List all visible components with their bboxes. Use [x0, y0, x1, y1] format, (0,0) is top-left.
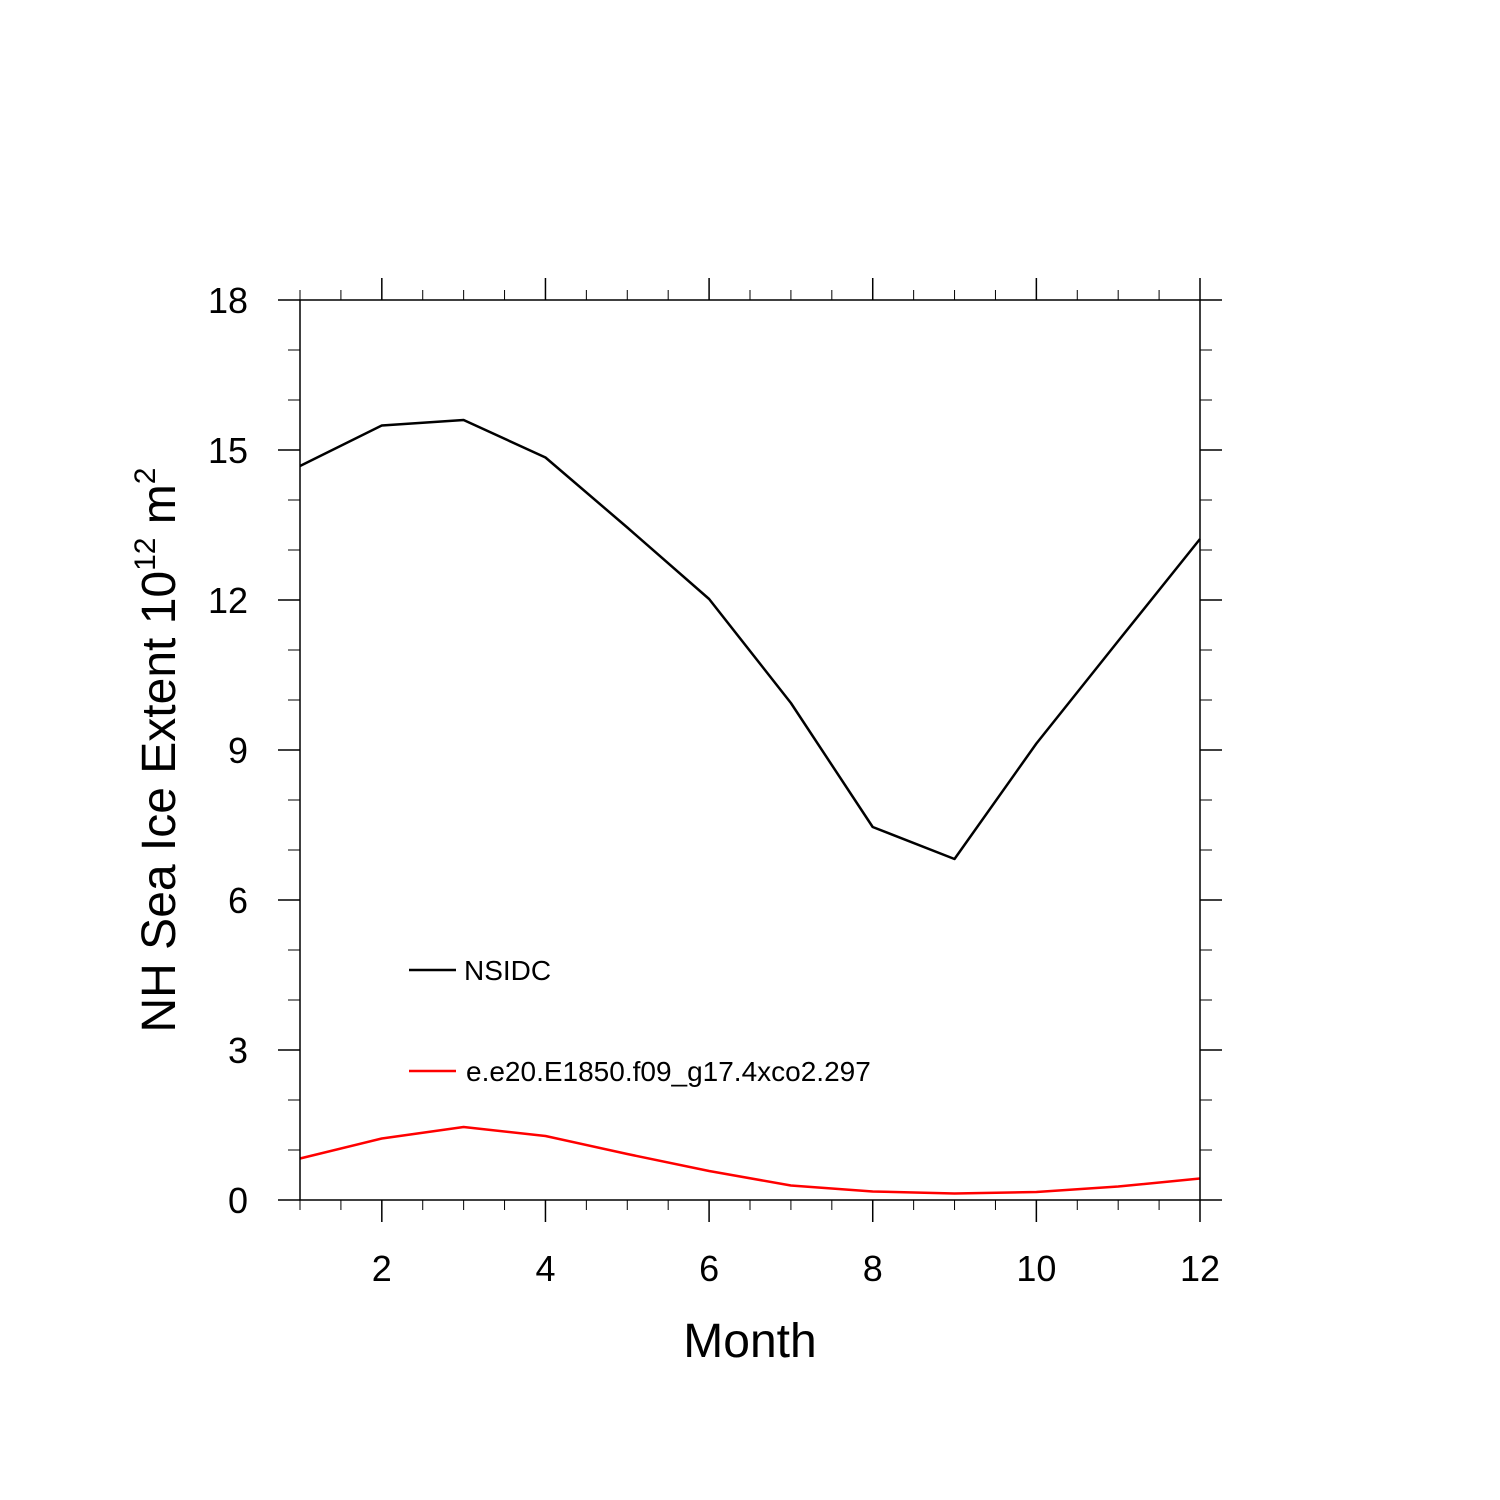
x-tick-label: 6 — [699, 1248, 719, 1289]
series-line-model — [299, 1125, 1201, 1195]
y-tick-label: 15 — [208, 430, 248, 471]
series-line-nsidc — [299, 418, 1201, 861]
y-tick-label: 12 — [208, 580, 248, 621]
y-axis-title-exponent-1: 12 — [129, 538, 162, 571]
legend-label-model: e.e20.E1850.f09_g17.4xco2.297 — [466, 1056, 871, 1087]
legend-label-nsidc: NSIDC — [464, 955, 551, 986]
minor-ticks — [288, 290, 1212, 1210]
major-ticks — [278, 278, 1222, 1222]
legend: NSIDC e.e20.E1850.f09_g17.4xco2.297 — [409, 955, 871, 1087]
y-tick-label: 6 — [228, 880, 248, 921]
x-tick-label: 12 — [1180, 1248, 1220, 1289]
y-axis-title-unit: m — [133, 484, 186, 537]
tick-labels: 2 4 6 8 10 12 0 3 6 9 12 15 18 — [208, 280, 1220, 1289]
y-tick-label: 3 — [228, 1030, 248, 1071]
y-tick-label: 9 — [228, 730, 248, 771]
x-tick-label: 4 — [535, 1248, 555, 1289]
plot-frame — [299, 299, 1201, 1201]
series-lines — [299, 418, 1201, 1195]
x-tick-label: 10 — [1016, 1248, 1056, 1289]
x-tick-label: 2 — [372, 1248, 392, 1289]
y-axis-title: NH Sea Ice Extent 1012 m2 — [129, 468, 186, 1033]
x-tick-label: 8 — [863, 1248, 883, 1289]
y-axis-title-exponent-2: 2 — [129, 468, 162, 485]
x-axis-title: Month — [683, 1315, 816, 1368]
y-tick-label: 0 — [228, 1180, 248, 1221]
y-axis-title-main: NH Sea Ice Extent 10 — [133, 571, 186, 1033]
y-tick-label: 18 — [208, 280, 248, 321]
